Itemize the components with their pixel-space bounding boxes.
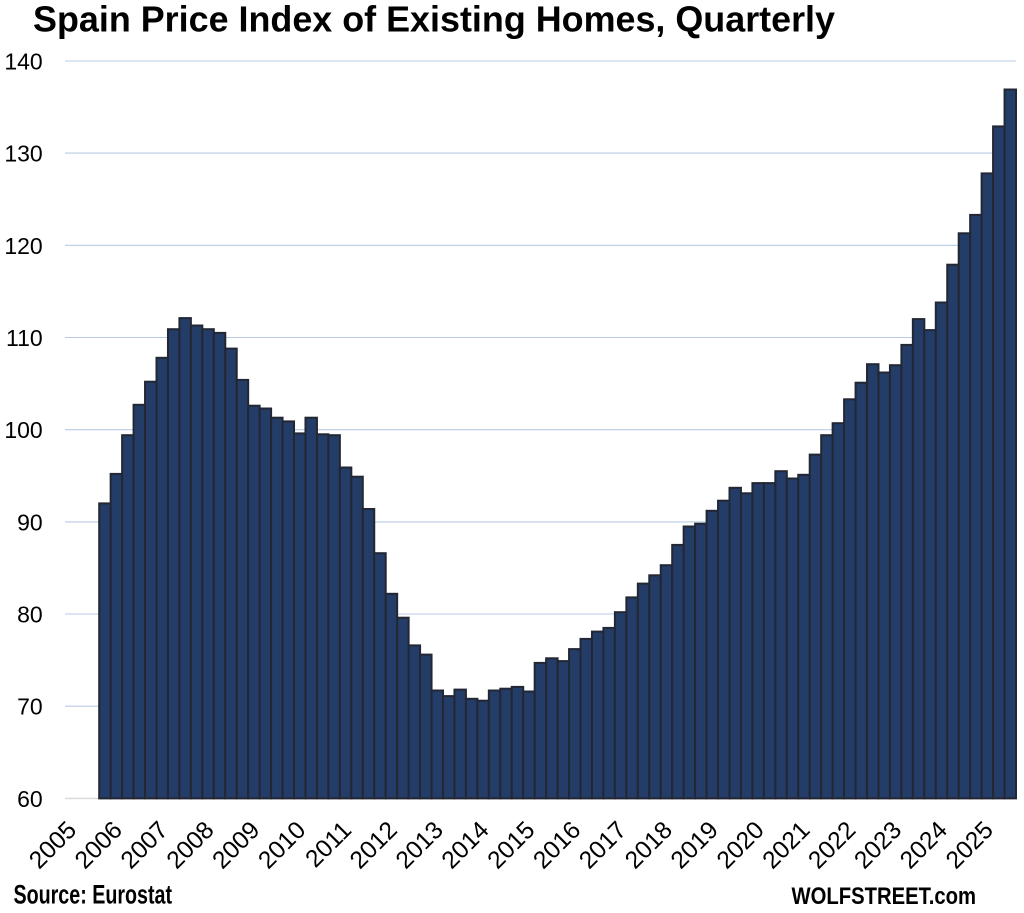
svg-text:100: 100 [4, 417, 42, 443]
svg-text:WOLFSTREET.com: WOLFSTREET.com [792, 884, 977, 910]
svg-text:90: 90 [17, 509, 43, 535]
svg-text:70: 70 [17, 694, 43, 720]
svg-text:120: 120 [4, 233, 42, 259]
svg-text:110: 110 [6, 325, 43, 351]
svg-text:130: 130 [4, 141, 42, 167]
svg-text:80: 80 [17, 602, 43, 628]
svg-text:140: 140 [4, 49, 42, 75]
svg-text:60: 60 [17, 786, 43, 812]
svg-text:Spain Price Index of Existing: Spain Price Index of Existing Homes, Qua… [33, 0, 836, 40]
svg-text:Source: Eurostat: Source: Eurostat [14, 880, 173, 910]
